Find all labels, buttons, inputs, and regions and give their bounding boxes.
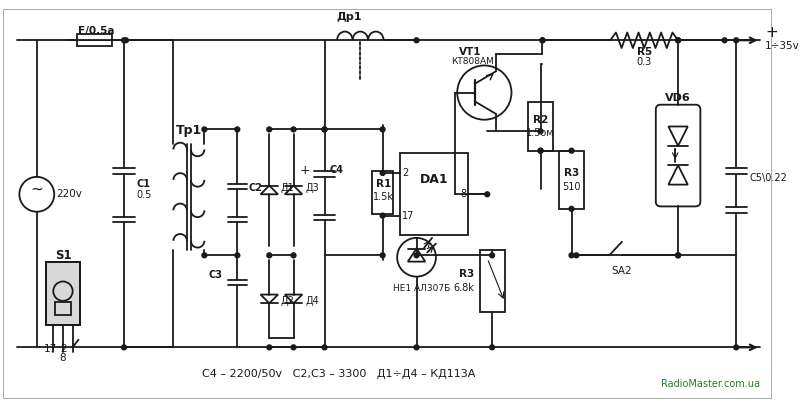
Text: Д2: Д2 [281, 296, 294, 306]
Circle shape [540, 38, 545, 43]
Text: 1.5ом: 1.5ом [526, 128, 555, 138]
Circle shape [574, 253, 578, 258]
Circle shape [414, 38, 419, 43]
Text: 1.5k: 1.5k [373, 192, 394, 202]
Text: +: + [766, 25, 778, 40]
Circle shape [734, 345, 738, 350]
Text: 0.3: 0.3 [637, 57, 652, 67]
Text: S1: S1 [54, 249, 71, 262]
Circle shape [676, 38, 681, 43]
Circle shape [538, 148, 543, 153]
Circle shape [490, 345, 494, 350]
Text: 1÷35v: 1÷35v [766, 41, 800, 51]
Circle shape [734, 38, 738, 43]
Text: C4: C4 [330, 165, 343, 175]
Text: R1: R1 [376, 179, 391, 188]
Text: Д3: Д3 [305, 183, 319, 193]
Text: R3: R3 [564, 168, 579, 178]
Bar [78, 35, 112, 46]
Text: VD6: VD6 [666, 93, 691, 103]
Text: 6.8k: 6.8k [454, 283, 474, 293]
Text: F/0.5a: F/0.5a [78, 26, 114, 35]
Circle shape [414, 253, 419, 258]
Text: С4 – 2200/50v   С2,С3 – 3300   Д1÷Д4 – КД113А: С4 – 2200/50v С2,С3 – 3300 Д1÷Д4 – КД113… [202, 368, 476, 379]
Circle shape [722, 38, 727, 43]
Circle shape [538, 129, 543, 134]
Text: Тр1: Тр1 [176, 124, 202, 137]
Text: 8: 8 [460, 189, 466, 199]
Circle shape [569, 206, 574, 211]
Text: C3: C3 [209, 270, 222, 280]
Circle shape [267, 345, 272, 350]
Text: 0.5: 0.5 [137, 190, 152, 200]
Text: Д4: Д4 [305, 296, 319, 306]
Bar [559, 151, 584, 209]
Text: R2: R2 [533, 115, 548, 125]
Text: R5: R5 [637, 47, 652, 57]
Text: +: + [299, 164, 310, 177]
Bar [46, 262, 81, 325]
Circle shape [414, 345, 419, 350]
Circle shape [676, 253, 681, 258]
Circle shape [538, 148, 543, 153]
Text: R3: R3 [459, 269, 474, 279]
Text: 510: 510 [562, 182, 581, 192]
Bar [372, 171, 394, 214]
Circle shape [490, 253, 494, 258]
Bar [46, 262, 81, 325]
Bar [479, 250, 505, 311]
Text: DA1: DA1 [420, 173, 448, 186]
Circle shape [380, 213, 385, 218]
Text: VT1: VT1 [458, 47, 481, 57]
Circle shape [540, 38, 545, 43]
Text: RadioMaster.com.ua: RadioMaster.com.ua [662, 379, 761, 389]
Circle shape [322, 127, 327, 132]
Text: C1: C1 [137, 179, 150, 188]
Text: 2: 2 [61, 344, 67, 354]
Circle shape [569, 253, 574, 258]
Circle shape [235, 253, 240, 258]
Bar [400, 153, 468, 236]
Circle shape [291, 127, 296, 132]
Circle shape [322, 127, 327, 132]
Circle shape [122, 38, 126, 43]
Circle shape [676, 38, 681, 43]
Text: Др1: Др1 [336, 12, 362, 22]
Circle shape [267, 127, 272, 132]
Text: C2: C2 [249, 182, 263, 193]
Text: 17: 17 [44, 344, 57, 354]
Circle shape [123, 38, 128, 43]
Circle shape [267, 253, 272, 258]
Circle shape [485, 192, 490, 197]
Circle shape [676, 253, 681, 258]
Text: SA2: SA2 [611, 266, 632, 276]
Bar [55, 302, 70, 315]
Circle shape [291, 253, 296, 258]
Text: C5\0.22: C5\0.22 [750, 173, 788, 183]
Circle shape [322, 345, 327, 350]
Text: 2: 2 [402, 168, 408, 178]
Circle shape [291, 345, 296, 350]
Text: ~: ~ [30, 182, 43, 197]
Circle shape [380, 127, 385, 132]
Text: 220v: 220v [56, 189, 82, 199]
Text: 17: 17 [402, 210, 414, 221]
Circle shape [202, 127, 207, 132]
Text: 8: 8 [60, 353, 66, 363]
Bar [528, 102, 553, 151]
Circle shape [122, 345, 126, 350]
Circle shape [235, 127, 240, 132]
Text: НЕ1 АЛ307Б: НЕ1 АЛ307Б [393, 284, 450, 293]
Circle shape [380, 171, 385, 175]
Text: КТ808АМ: КТ808АМ [451, 57, 494, 66]
Circle shape [380, 253, 385, 258]
Text: Д1: Д1 [281, 183, 294, 193]
Circle shape [202, 253, 207, 258]
Circle shape [569, 148, 574, 153]
